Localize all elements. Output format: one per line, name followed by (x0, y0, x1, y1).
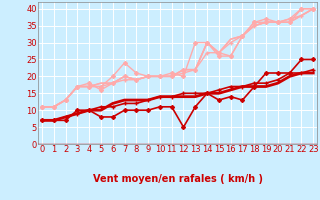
X-axis label: Vent moyen/en rafales ( km/h ): Vent moyen/en rafales ( km/h ) (92, 174, 263, 184)
